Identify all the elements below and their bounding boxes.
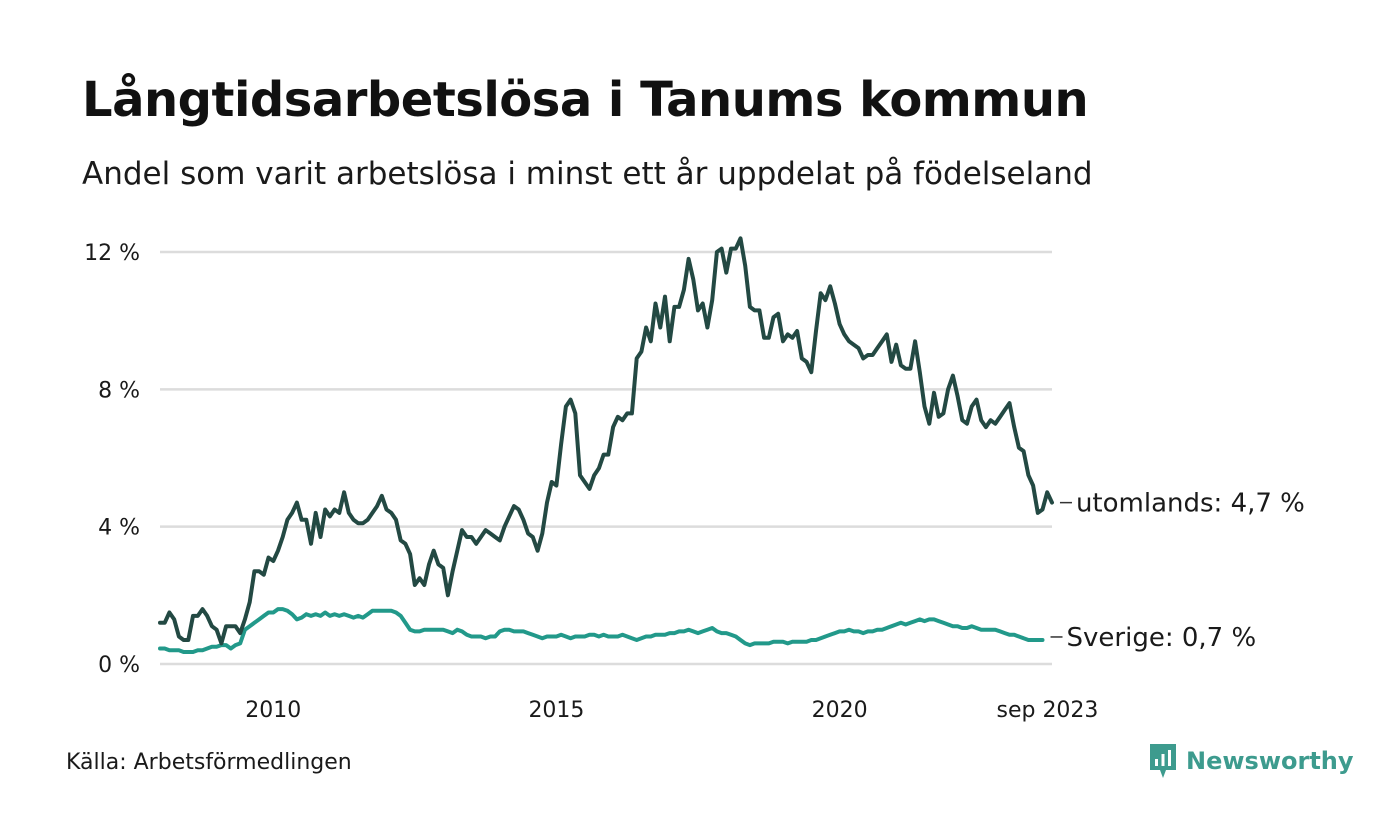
newsworthy-logo-icon [1148,742,1178,780]
x-tick-label: sep 2023 [996,698,1098,723]
y-tick-label: 12 % [84,241,140,266]
line-chart: 0 % 4 % 8 % 12 % 2010 2015 2020 sep 2023 Sverige… [0,0,1400,840]
x-tick-label: 2010 [245,698,301,723]
x-tick-label: 2020 [812,698,868,723]
brand-logo: Newsworthy [1148,742,1354,780]
x-tick-label: 2015 [528,698,584,723]
series-end-label: utomlands: 4,7 % [1076,489,1305,519]
source-note: Källa: Arbetsförmedlingen [66,750,352,775]
y-tick-label: 8 % [98,378,140,403]
series-end-label: Sverige: 0,7 % [1067,623,1257,653]
series-line-sverige [160,609,1043,652]
y-tick-label: 4 % [98,516,140,541]
series-line-utomlands [160,238,1052,643]
y-tick-label: 0 % [98,653,140,678]
brand-name: Newsworthy [1186,747,1354,775]
